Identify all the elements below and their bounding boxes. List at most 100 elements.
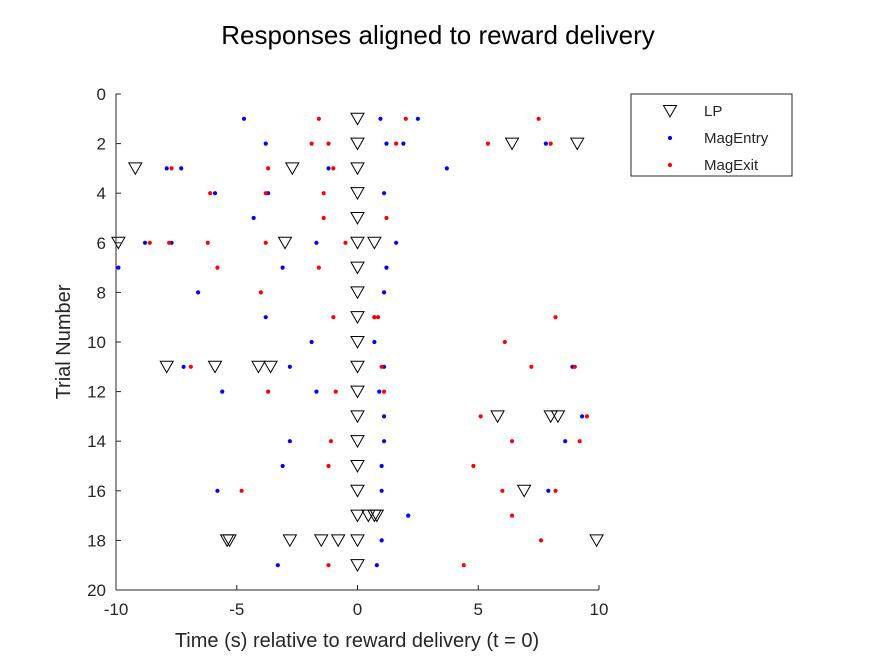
magexit-marker	[147, 240, 152, 245]
magentry-marker	[579, 414, 585, 419]
magentry-marker	[406, 513, 411, 518]
magexit-marker	[258, 290, 263, 295]
legend-magexit-symbol	[667, 162, 673, 168]
magentry-marker	[378, 116, 383, 121]
magentry-marker	[287, 364, 292, 369]
magentry-marker	[314, 389, 319, 394]
y-tick-label: 6	[97, 234, 106, 253]
lp-marker	[350, 236, 365, 250]
lp-marker	[367, 236, 382, 250]
lp-marker	[516, 484, 532, 498]
magentry-marker	[287, 439, 292, 444]
lp-marker	[159, 360, 175, 374]
magexit-marker	[375, 315, 381, 320]
lp-marker	[589, 534, 604, 548]
y-tick-label: 18	[87, 531, 106, 550]
magexit-marker	[326, 463, 331, 469]
chart-title: Responses aligned to reward delivery	[221, 20, 655, 50]
lp-marker	[263, 360, 278, 374]
lp-marker	[111, 236, 126, 250]
y-tick-label: 12	[87, 383, 106, 402]
lp-marker	[284, 162, 300, 176]
magexit-marker	[509, 513, 515, 518]
magexit-marker	[381, 389, 387, 394]
magexit-marker	[471, 463, 476, 469]
magexit-marker	[502, 339, 507, 345]
x-tick-label: 0	[353, 600, 362, 619]
magexit-marker	[331, 166, 336, 171]
magentry-marker	[280, 265, 285, 270]
lp-marker	[569, 137, 585, 151]
magentry-marker	[563, 439, 568, 444]
lp-marker	[207, 360, 223, 374]
magexit-marker	[316, 265, 321, 270]
y-axis-ticks: 0 2 4 6 8 10 12 14 16 18 20	[87, 85, 121, 600]
magentry-marker	[179, 166, 184, 171]
magexit-marker	[239, 488, 244, 493]
legend-lp-label: LP	[704, 103, 722, 120]
lp-marker	[350, 410, 365, 424]
y-tick-label: 20	[87, 581, 106, 600]
lp-marker	[127, 162, 143, 176]
magentry-marker	[215, 488, 220, 493]
lp-marker	[350, 261, 365, 275]
magentry-marker	[164, 166, 169, 171]
lp-marker	[369, 509, 385, 523]
magexit-marker	[384, 215, 389, 221]
magentry-marker	[444, 166, 449, 171]
magentry-marker	[275, 563, 280, 568]
magentry-marker	[384, 265, 389, 270]
magentry-marker	[263, 315, 268, 320]
magexit-marker	[326, 563, 331, 568]
magentry-marker	[116, 265, 121, 270]
magentry-marker	[394, 240, 399, 245]
magexit-marker	[379, 364, 384, 369]
magentry-marker	[384, 141, 389, 146]
magexit-marker	[394, 141, 399, 146]
magentry-marker	[251, 215, 256, 221]
y-tick-label: 8	[97, 283, 106, 302]
magexit-marker	[321, 191, 326, 196]
lp-marker	[350, 459, 365, 473]
lp-marker	[350, 385, 365, 399]
magexit-marker	[538, 538, 544, 543]
magexit-marker	[266, 166, 271, 171]
magexit-marker	[215, 265, 220, 270]
magexit-marker	[553, 488, 558, 493]
magexit-marker	[326, 141, 331, 146]
magexit-marker	[208, 191, 213, 196]
lp-marker	[543, 410, 559, 424]
lp-marker	[490, 410, 505, 424]
magentry-marker	[415, 116, 420, 121]
magentry-marker	[379, 488, 384, 493]
lp-marker	[350, 187, 365, 201]
magexit-marker	[333, 389, 338, 394]
lp-marker	[350, 311, 365, 325]
magexit-marker	[485, 141, 491, 146]
magentry-marker	[372, 339, 377, 345]
magexit-marker	[529, 364, 534, 369]
lp-marker	[550, 410, 566, 424]
legend: LP MagEntry MagExit	[630, 93, 793, 177]
magentry-marker	[379, 538, 384, 543]
lp-marker	[350, 112, 365, 126]
magexit-marker	[266, 389, 271, 394]
y-tick-label: 0	[97, 85, 106, 104]
magexit-marker	[169, 166, 174, 171]
magexit-marker	[553, 315, 558, 320]
lp-marker	[251, 360, 266, 374]
magexit-marker	[167, 240, 172, 245]
legend-magexit-label: MagExit	[704, 157, 759, 174]
lp-marker	[350, 335, 365, 349]
x-axis-label: Time (s) relative to reward delivery (t …	[175, 630, 539, 652]
x-tick-label: 5	[474, 600, 483, 619]
magexit-marker	[478, 414, 483, 419]
plot-area	[116, 94, 599, 590]
magentry-marker	[241, 116, 247, 121]
magentry-marker	[379, 463, 384, 469]
magexit-marker	[328, 439, 334, 444]
magentry-marker	[543, 141, 548, 146]
magentry-marker	[263, 141, 268, 146]
lp-marker	[350, 509, 365, 523]
lp-marker	[282, 534, 298, 548]
